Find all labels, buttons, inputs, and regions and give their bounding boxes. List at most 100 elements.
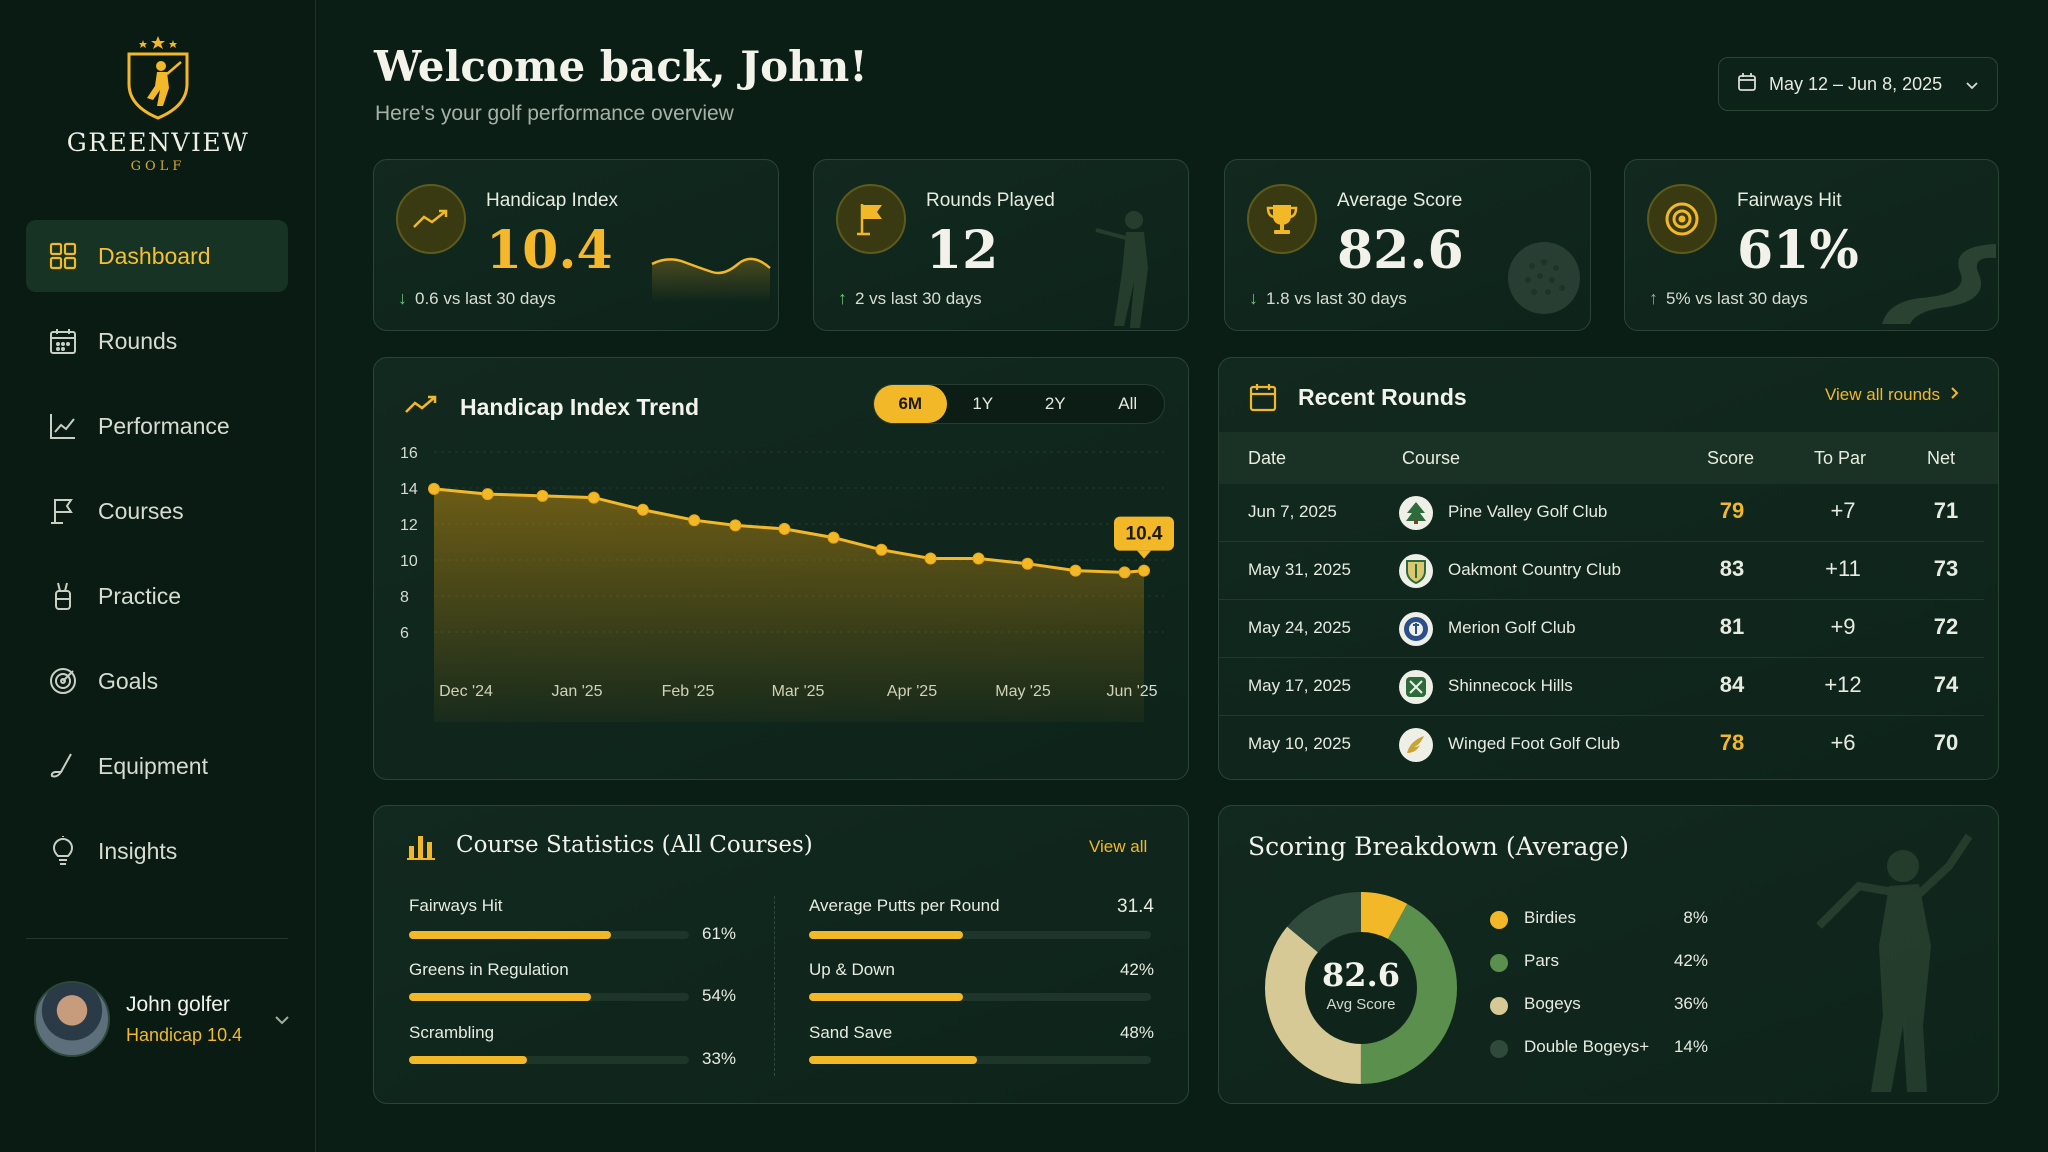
donut-slice-pars[interactable] — [1265, 892, 1457, 1084]
area-fill — [434, 488, 1144, 722]
chevron-right-icon — [1950, 386, 1959, 405]
round-date: May 31, 2025 — [1248, 560, 1352, 579]
page-subtitle: Here's your golf performance overview — [375, 102, 734, 125]
round-to-par: +6 — [1830, 730, 1856, 755]
table-row[interactable]: May 17, 2025 Shinnecock Hills 84 +12 74 — [1219, 658, 1998, 716]
donut-slice-bogeys[interactable] — [1265, 892, 1457, 1084]
sidebar-item-label: Performance — [98, 412, 230, 439]
fairway-path-icon — [1882, 244, 1996, 324]
round-date: May 24, 2025 — [1248, 618, 1352, 637]
row-divider — [1219, 541, 1984, 542]
round-net: 73 — [1933, 556, 1959, 581]
y-tick-label: 10 — [400, 553, 418, 570]
kpi-value: 61% — [1737, 220, 1859, 281]
course-name: Pine Valley Golf Club — [1448, 502, 1608, 521]
view-all-link[interactable]: View all — [1089, 837, 1148, 856]
data-point — [827, 531, 840, 544]
golf-club-icon — [48, 751, 78, 781]
table-row[interactable]: Jun 7, 2025 Pine Valley Golf Club 79 +7 … — [1219, 484, 1998, 542]
column-header-score[interactable]: Score — [1707, 448, 1755, 468]
y-tick-label: 16 — [400, 445, 418, 462]
data-point — [729, 519, 742, 532]
trophy-icon — [1247, 184, 1317, 254]
range-all-button[interactable]: All — [1118, 394, 1138, 413]
range-2y-button[interactable]: 2Y — [1044, 394, 1066, 413]
progress-fill — [809, 1056, 977, 1064]
date-range-picker[interactable]: May 12 – Jun 8, 2025 — [1718, 57, 1998, 111]
data-point — [972, 552, 985, 565]
scoring-donut-chart — [1265, 892, 1457, 1084]
arrow-up-icon: ↑ — [838, 288, 847, 308]
column-header-net[interactable]: Net — [1927, 448, 1956, 468]
round-date: May 10, 2025 — [1248, 734, 1352, 753]
donut-slice-double-bogeys-[interactable] — [1265, 892, 1457, 1084]
progress-fill — [809, 993, 963, 1001]
kpi-card-average-score[interactable]: Average Score 82.6 ↓ 1.8 vs last 30 days — [1224, 159, 1591, 331]
sidebar-divider — [26, 938, 288, 939]
column-header-course[interactable]: Course — [1402, 448, 1461, 468]
round-score: 84 — [1719, 672, 1745, 697]
table-row[interactable]: May 31, 2025 Oakmont Country Club 83 +11… — [1219, 542, 1998, 600]
page-title: Welcome back, John! — [374, 42, 868, 91]
kpi-value: 82.6 — [1337, 220, 1464, 281]
legend-item-bogeys: Bogeys 36% — [1490, 991, 1720, 1021]
range-1y-button[interactable]: 1Y — [972, 394, 994, 413]
kpi-card-handicap[interactable]: Handicap Index 10.4 ↓ 0.6 vs last 30 day… — [373, 159, 779, 331]
chevron-down-icon[interactable] — [274, 1009, 290, 1030]
view-all-rounds-link[interactable]: View all rounds — [1825, 385, 1959, 405]
sidebar-item-equipment[interactable]: Equipment — [26, 730, 288, 802]
range-6m-button[interactable]: 6M — [874, 385, 947, 423]
stat-label: Greens in Regulation — [409, 960, 569, 979]
arrow-down-icon: ↓ — [398, 288, 407, 308]
sidebar-item-performance[interactable]: Performance — [26, 390, 288, 462]
grid-icon — [48, 241, 78, 271]
target-icon — [48, 666, 78, 696]
round-to-par: +12 — [1824, 672, 1862, 697]
stat-value: 31.4 — [1117, 896, 1154, 917]
kpi-label: Rounds Played — [926, 190, 1055, 211]
card-title: Recent Rounds — [1298, 384, 1467, 410]
progress-fill — [409, 993, 591, 1001]
avatar — [34, 981, 110, 1057]
round-net: 74 — [1933, 672, 1959, 697]
sidebar-item-rounds[interactable]: Rounds — [26, 305, 288, 377]
round-net: 72 — [1933, 614, 1959, 639]
course-name: Oakmont Country Club — [1448, 560, 1621, 579]
kpi-value: 10.4 — [486, 220, 613, 281]
wing-logo-icon — [1399, 728, 1433, 762]
round-score: 78 — [1719, 730, 1745, 755]
kpi-card-fairways[interactable]: Fairways Hit 61% ↑ 5% vs last 30 days — [1624, 159, 1999, 331]
kpi-label: Average Score — [1337, 190, 1463, 211]
column-header-to-par[interactable]: To Par — [1814, 448, 1867, 468]
sidebar-item-dashboard[interactable]: Dashboard — [26, 220, 288, 292]
flag-icon — [48, 496, 78, 526]
legend-dot — [1490, 911, 1508, 929]
progress-bar — [809, 931, 1151, 939]
row-divider — [1219, 657, 1984, 658]
sidebar-item-insights[interactable]: Insights — [26, 815, 288, 887]
table-row[interactable]: May 10, 2025 Winged Foot Golf Club 78 +6… — [1219, 716, 1998, 774]
sparkline — [651, 257, 771, 302]
course-name: Shinnecock Hills — [1448, 676, 1573, 695]
sidebar-item-courses[interactable]: Courses — [26, 475, 288, 547]
brand-logo[interactable]: GREENVIEW GOLF — [0, 34, 316, 174]
column-header-date[interactable]: Date — [1248, 448, 1287, 468]
progress-bar — [809, 1056, 1151, 1064]
user-profile[interactable]: John golfer Handicap 10.4 — [34, 980, 290, 1058]
y-tick-label: 14 — [400, 481, 418, 498]
kpi-delta: ↑ 5% vs last 30 days — [1649, 288, 1808, 309]
round-date: Jun 7, 2025 — [1248, 502, 1337, 521]
course-name: Merion Golf Club — [1448, 618, 1576, 637]
golfer-silhouette-icon — [1095, 211, 1148, 328]
card-title: Scoring Breakdown (Average) — [1248, 832, 1629, 861]
calendar-icon — [1249, 382, 1277, 417]
course-name: Winged Foot Golf Club — [1448, 734, 1620, 753]
sidebar-item-goals[interactable]: Goals — [26, 645, 288, 717]
sidebar-item-practice[interactable]: Practice — [26, 560, 288, 632]
golfer-silhouette-icon — [1816, 833, 1973, 1092]
kpi-card-rounds[interactable]: Rounds Played 12 ↑ 2 vs last 30 days — [813, 159, 1189, 331]
legend-label: Bogeys — [1524, 994, 1581, 1013]
table-row[interactable]: May 24, 2025 Merion Golf Club 81 +9 72 — [1219, 600, 1998, 658]
tree-logo-icon — [1399, 496, 1433, 530]
brand-name: GREENVIEW — [66, 128, 250, 157]
